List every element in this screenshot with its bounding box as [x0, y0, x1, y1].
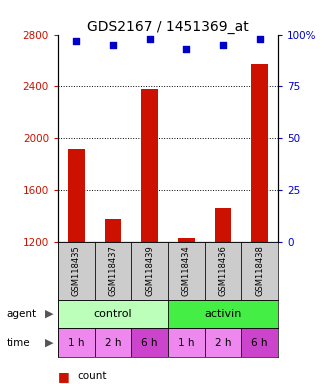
Text: 2 h: 2 h — [105, 338, 121, 348]
Bar — [131, 242, 168, 300]
Text: 1 h: 1 h — [68, 338, 84, 348]
Bar — [168, 242, 205, 300]
Text: time: time — [7, 338, 30, 348]
Point — [73, 38, 79, 44]
Bar — [241, 328, 278, 357]
Bar — [241, 242, 278, 300]
Point — [257, 36, 262, 42]
Bar — [168, 300, 278, 328]
Text: 6 h: 6 h — [141, 338, 158, 348]
Bar — [205, 242, 241, 300]
Bar — [178, 238, 195, 242]
Point — [110, 42, 116, 48]
Bar — [58, 242, 95, 300]
Text: control: control — [94, 309, 132, 319]
Text: GSM118438: GSM118438 — [255, 245, 264, 296]
Bar — [58, 328, 95, 357]
Point — [147, 36, 152, 42]
Text: GSM118437: GSM118437 — [109, 245, 118, 296]
Title: GDS2167 / 1451369_at: GDS2167 / 1451369_at — [87, 20, 249, 33]
Text: 1 h: 1 h — [178, 338, 195, 348]
Text: GSM118439: GSM118439 — [145, 245, 154, 296]
Bar — [215, 208, 231, 242]
Text: ■: ■ — [58, 370, 70, 383]
Bar — [68, 149, 84, 242]
Bar — [131, 328, 168, 357]
Text: ▶: ▶ — [45, 309, 53, 319]
Bar — [95, 242, 131, 300]
Text: GSM118435: GSM118435 — [72, 245, 81, 296]
Bar — [252, 65, 268, 242]
Text: 6 h: 6 h — [252, 338, 268, 348]
Bar — [205, 328, 241, 357]
Text: agent: agent — [7, 309, 37, 319]
Text: GSM118434: GSM118434 — [182, 245, 191, 296]
Text: GSM118436: GSM118436 — [218, 245, 227, 296]
Text: count: count — [78, 371, 107, 381]
Text: activin: activin — [204, 309, 242, 319]
Bar — [58, 300, 168, 328]
Bar — [168, 328, 205, 357]
Bar — [95, 328, 131, 357]
Text: ▶: ▶ — [45, 338, 53, 348]
Bar — [105, 218, 121, 242]
Bar — [141, 89, 158, 242]
Text: 2 h: 2 h — [215, 338, 231, 348]
Point — [220, 42, 226, 48]
Point — [184, 46, 189, 52]
